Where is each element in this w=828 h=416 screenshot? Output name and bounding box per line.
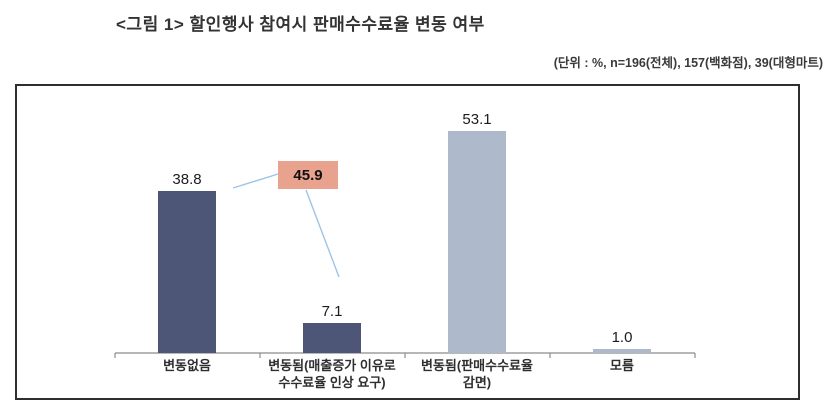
category-label-2: 변동됨(매출증가 이유로 수수료율 인상 요구) [268,358,396,390]
axis-and-connector-lines [114,173,696,358]
bar-value-label-3: 53.1 [462,111,492,128]
bar-column-2: 7.1 [303,303,361,353]
unit-note: (단위 : %, n=196(전체), 157(백화점), 39(대형마트) [553,56,823,70]
callout-value: 45.9 [293,166,323,184]
bar-1 [158,191,216,353]
bar-value-label-1: 38.8 [172,171,202,188]
bar-value-label-2: 7.1 [321,303,343,320]
category-label-4: 모름 [610,358,634,373]
bar-column-1: 38.8 [158,171,216,353]
callout-box: 45.9 [278,161,338,189]
category-label-3: 변동됨(판매수수료율 감면) [421,358,533,390]
bar-column-4: 1.0 [593,329,651,353]
category-label-1: 변동없음 [163,358,211,373]
callout-connector-line-right [305,189,340,278]
bar-3 [448,131,506,353]
figure-title: <그림 1> 할인행사 참여시 판매수수료율 변동 여부 [116,15,485,34]
bar-value-label-4: 1.0 [611,329,633,346]
bar-2 [303,323,361,353]
chart-frame: 38.8 7.1 53.1 1.0 45.9 변동없음 변동됨(매출증가 이유로… [15,84,800,400]
bar-4 [593,349,651,353]
callout-connector-line-left [232,173,279,189]
bar-column-3: 53.1 [448,111,506,353]
